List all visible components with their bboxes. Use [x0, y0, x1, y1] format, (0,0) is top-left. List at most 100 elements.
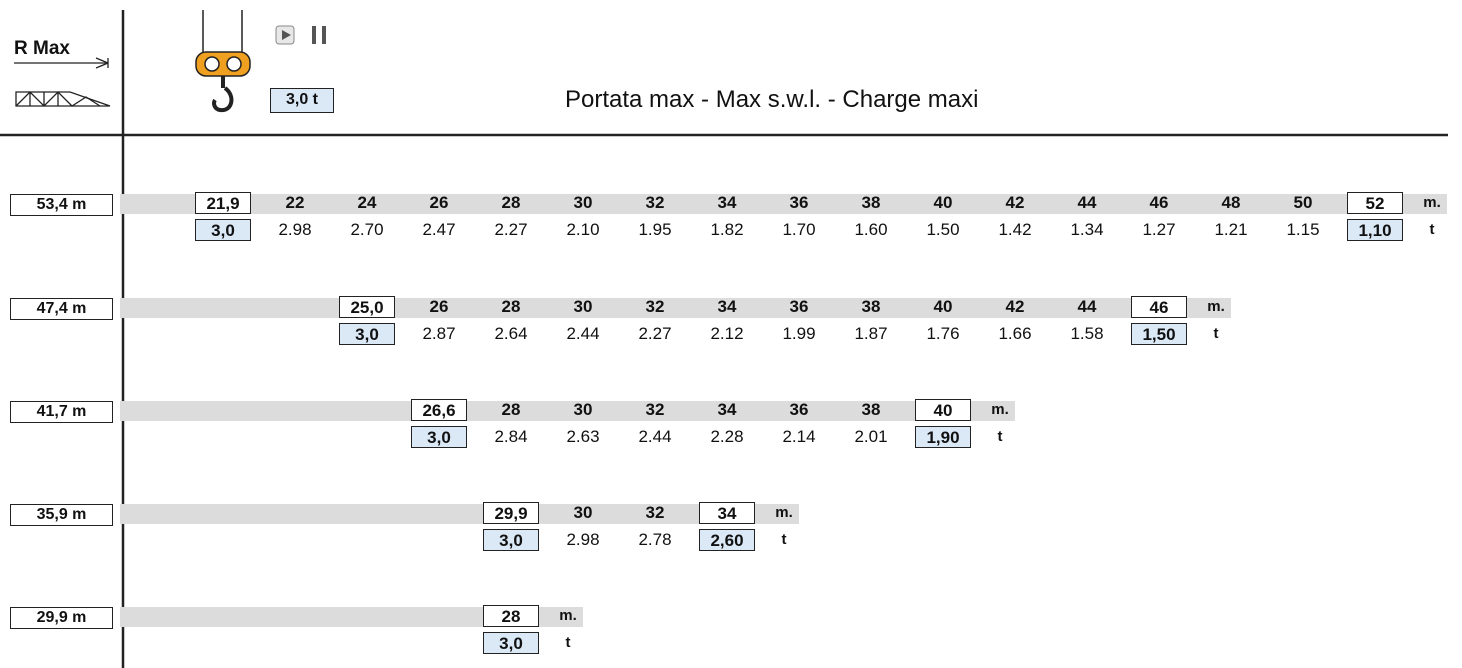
play-button[interactable]: [275, 25, 295, 45]
load-unit: t: [565, 634, 571, 651]
load: 1.82: [710, 220, 744, 239]
load: 2.27: [638, 324, 672, 343]
load: 1.60: [854, 220, 888, 239]
radius: 52: [1347, 192, 1403, 214]
load: 1,90: [915, 426, 971, 448]
load: 2.87: [422, 324, 456, 343]
load: 1.21: [1214, 220, 1248, 239]
load: 1,10: [1347, 219, 1403, 241]
radius: 40: [915, 399, 971, 421]
load: 3,0: [339, 323, 395, 345]
row-label: 47,4 m: [10, 298, 113, 320]
load: 2.12: [710, 324, 744, 343]
radius: 34: [717, 193, 737, 212]
load: 2.98: [278, 220, 312, 239]
radius: 44: [1077, 297, 1097, 316]
load: 2.98: [566, 530, 600, 549]
load-unit: t: [1429, 221, 1435, 238]
radius: 24: [357, 193, 377, 212]
load: 2.27: [494, 220, 528, 239]
load: 1.70: [782, 220, 816, 239]
radius: 32: [645, 297, 665, 316]
radius: 21,9: [195, 192, 251, 214]
load: 3,0: [411, 426, 467, 448]
load: 2.78: [638, 530, 672, 549]
radius: 28: [501, 193, 521, 212]
radius: 42: [1005, 193, 1025, 212]
row-band: [120, 607, 583, 627]
load-unit: t: [781, 531, 787, 548]
load: 2.14: [782, 427, 816, 446]
radius: 22: [285, 193, 305, 212]
radius: 28: [501, 297, 521, 316]
radius: 32: [645, 503, 665, 522]
load: 1.34: [1070, 220, 1104, 239]
radius: 44: [1077, 193, 1097, 212]
row-label: 29,9 m: [10, 607, 113, 629]
hook-icon: [195, 10, 251, 113]
radius: 25,0: [339, 296, 395, 318]
load: 2.47: [422, 220, 456, 239]
radius: 34: [717, 297, 737, 316]
load: 2.44: [638, 427, 672, 446]
radius: 50: [1293, 193, 1313, 212]
row-band: [120, 194, 1447, 214]
row-band: [120, 298, 1231, 318]
radius-unit: m.: [559, 607, 577, 624]
radius: 30: [573, 193, 593, 212]
radius: 46: [1131, 296, 1187, 318]
title: Portata max - Max s.w.l. - Charge maxi: [565, 86, 979, 113]
radius-unit: m.: [991, 401, 1009, 418]
load: 2.44: [566, 324, 600, 343]
load-unit: t: [997, 428, 1003, 445]
radius: 40: [933, 193, 953, 212]
radius: 36: [789, 193, 809, 212]
radius: 38: [861, 193, 881, 212]
row-label: 35,9 m: [10, 504, 113, 526]
radius-unit: m.: [775, 504, 793, 521]
load: 1.95: [638, 220, 672, 239]
jib-icon: [14, 57, 111, 107]
load: 3,0: [483, 529, 539, 551]
row-band: [120, 401, 1015, 421]
radius: 30: [573, 400, 593, 419]
radius: 48: [1221, 193, 1241, 212]
row-label: 41,7 m: [10, 401, 113, 423]
load: 1.58: [1070, 324, 1104, 343]
load: 1.66: [998, 324, 1032, 343]
radius: 46: [1149, 193, 1169, 212]
radius: 32: [645, 400, 665, 419]
load: 2.10: [566, 220, 600, 239]
radius: 26: [429, 193, 449, 212]
radius: 36: [789, 400, 809, 419]
load: 1.15: [1286, 220, 1320, 239]
load: 2,60: [699, 529, 755, 551]
load: 1.87: [854, 324, 888, 343]
radius: 42: [1005, 297, 1025, 316]
load: 1,50: [1131, 323, 1187, 345]
radius-unit: m.: [1207, 298, 1225, 315]
radius: 38: [861, 400, 881, 419]
radius: 36: [789, 297, 809, 316]
radius: 32: [645, 193, 665, 212]
load: 2.28: [710, 427, 744, 446]
load: 2.63: [566, 427, 600, 446]
pause-button[interactable]: [312, 26, 326, 44]
radius: 29,9: [483, 502, 539, 524]
radius: 38: [861, 297, 881, 316]
radius: 26,6: [411, 399, 467, 421]
load-unit: t: [1213, 325, 1219, 342]
radius: 30: [573, 503, 593, 522]
hook-load: 3,0 t: [270, 88, 334, 113]
load: 1.50: [926, 220, 960, 239]
r-max-label: R Max: [14, 38, 70, 59]
radius: 28: [483, 605, 539, 627]
radius: 30: [573, 297, 593, 316]
row-label: 53,4 m: [10, 194, 113, 216]
radius: 34: [699, 502, 755, 524]
radius: 40: [933, 297, 953, 316]
load: 3,0: [483, 632, 539, 654]
load: 1.76: [926, 324, 960, 343]
radius-unit: m.: [1423, 194, 1441, 211]
